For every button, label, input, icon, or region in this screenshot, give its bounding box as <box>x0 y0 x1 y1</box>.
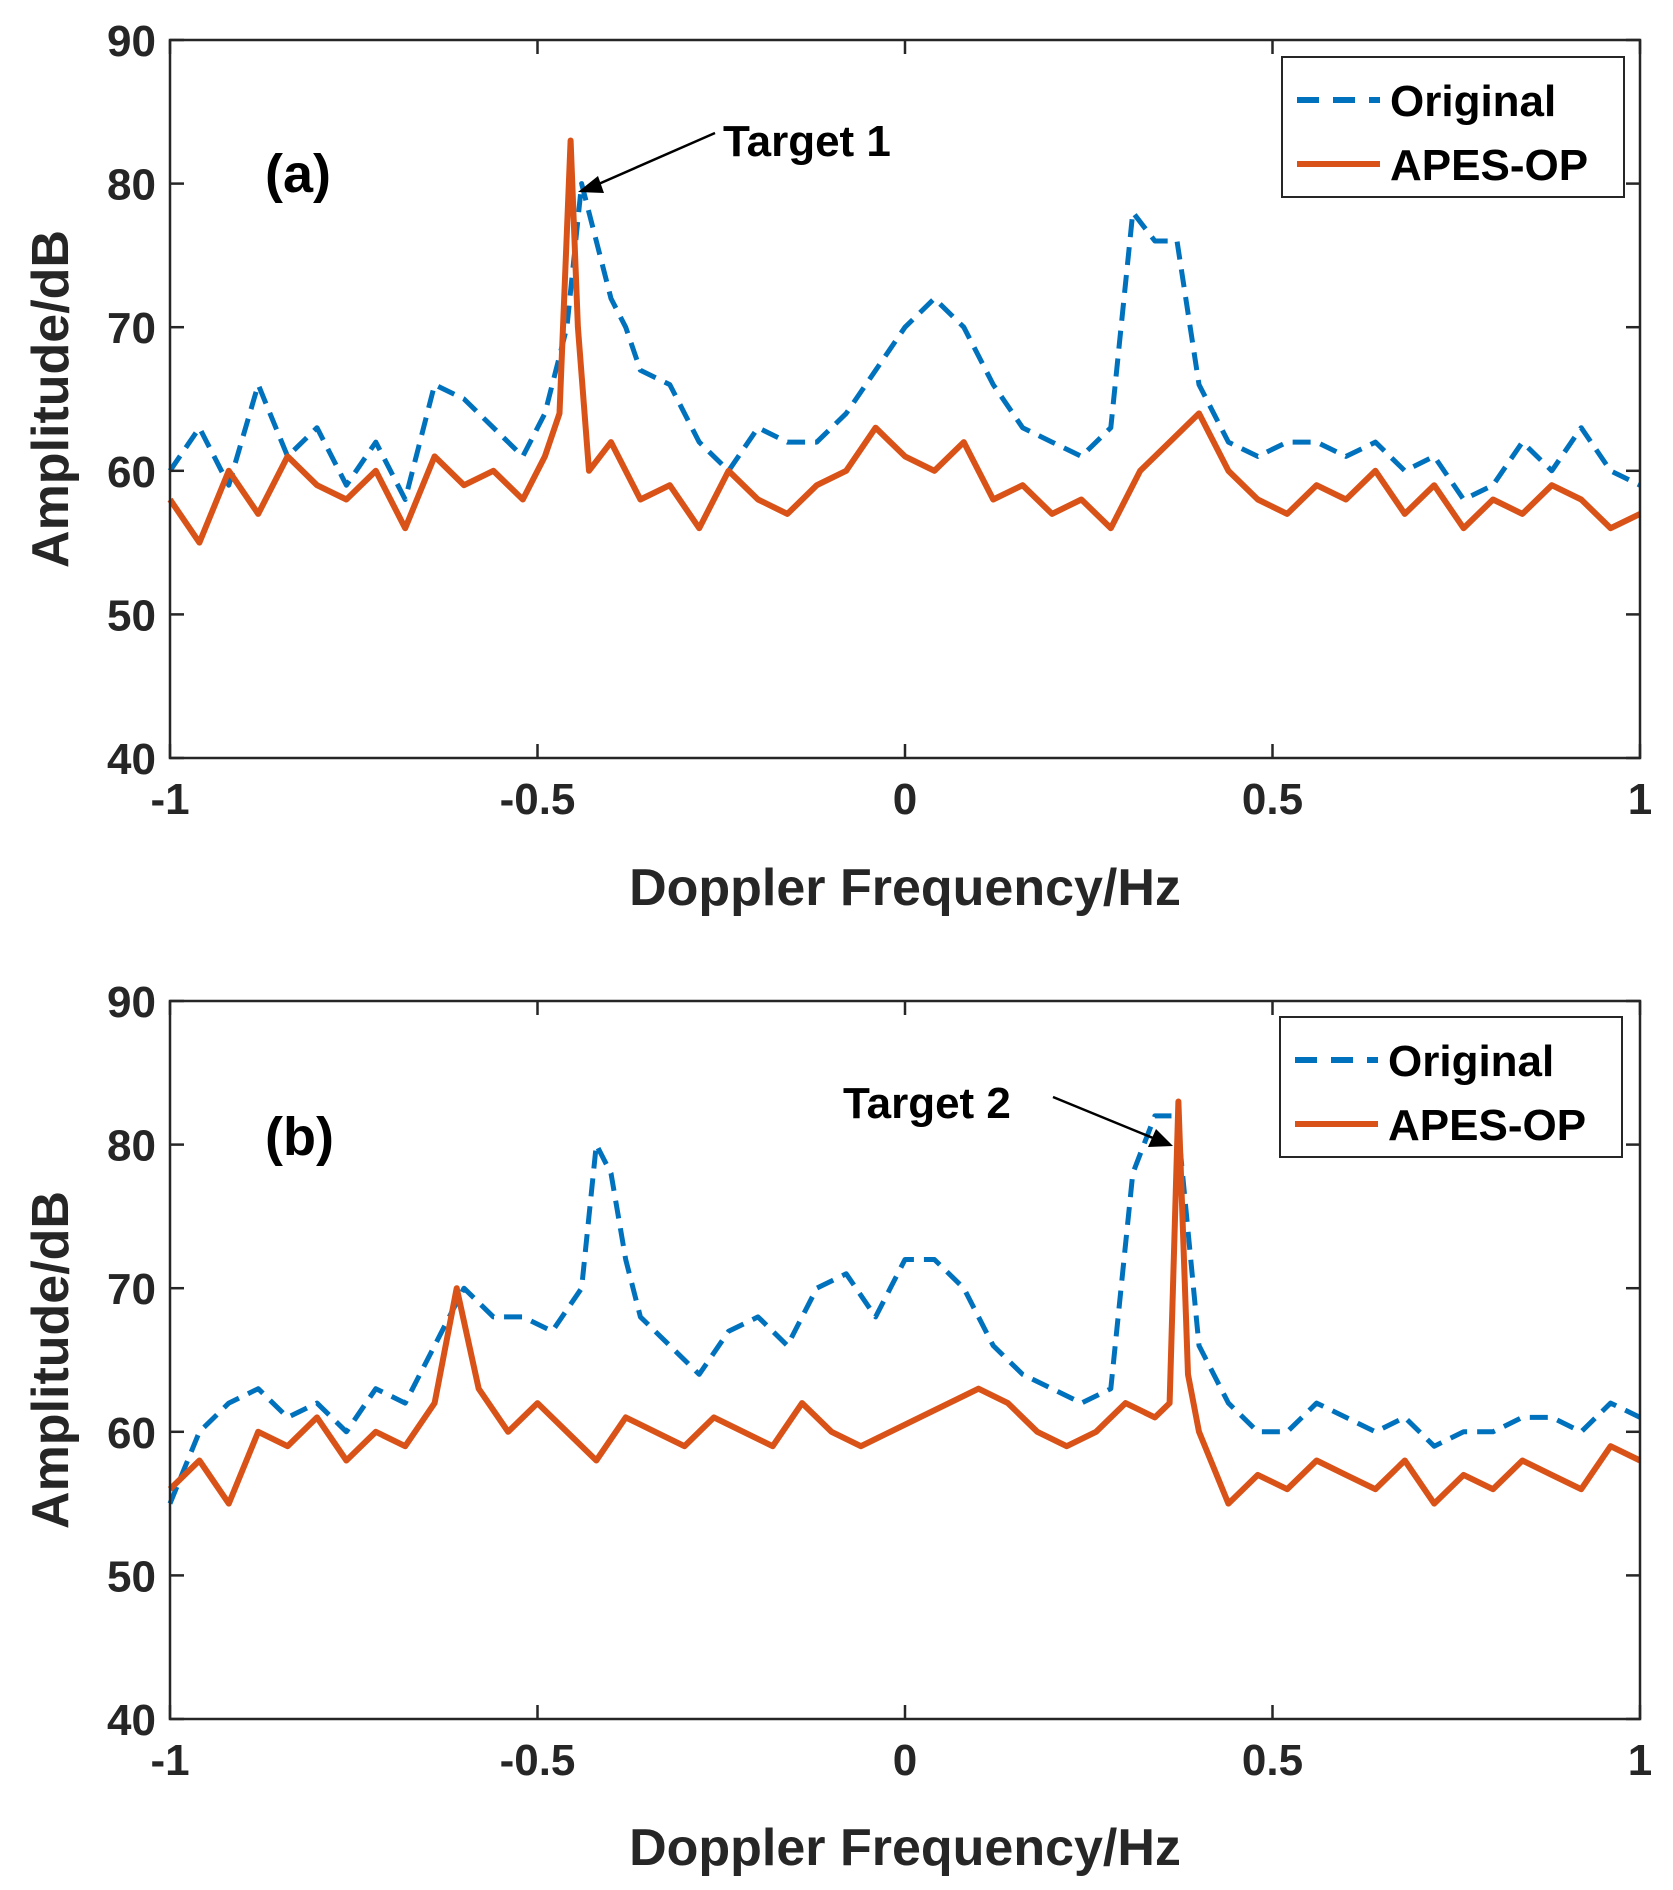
chart-b-series-group <box>167 1098 1642 1507</box>
chart-a-ytick-label-1: 50 <box>107 591 156 640</box>
chart-a-ytick-label-4: 80 <box>107 161 156 210</box>
chart-b-annotation-text: Target 2 <box>843 1079 1011 1128</box>
chart-a-legend-box <box>1281 56 1625 198</box>
chart-b-xtick-label-0: -1 <box>150 1736 189 1785</box>
chart-b-annotation-arrowhead <box>1148 1129 1173 1147</box>
chart-a-ytick-label-3: 70 <box>107 304 156 353</box>
chart-a-y-ticks: 40 50 60 70 80 90 <box>107 17 1640 784</box>
chart-b-ylabel: Amplitude/dB <box>22 1191 80 1529</box>
chart-b-legend: Original APES-OP <box>1279 1016 1623 1158</box>
chart-b-ytick-label-4: 80 <box>107 1122 156 1171</box>
chart-b-ytick-label-3: 70 <box>107 1265 156 1314</box>
chart-b-xtick-label-1: -0.5 <box>500 1736 576 1785</box>
chart-b-plot-area <box>167 999 1642 1721</box>
chart-b-series-apes-op <box>167 1098 1642 1507</box>
chart-a: -1 -0.5 0 0.5 1 40 50 60 70 80 90 Doppler Frequen… <box>22 17 1652 917</box>
chart-a-ytick-label-0: 40 <box>107 735 156 784</box>
chart-a-series-original <box>167 181 1642 502</box>
chart-b-ytick-label-5: 90 <box>107 978 156 1027</box>
chart-b-legend-label-original: Original <box>1388 1037 1554 1086</box>
chart-b-xtick-label-4: 1 <box>1628 1736 1652 1785</box>
chart-a-legend-label-apes: APES-OP <box>1390 141 1588 190</box>
chart-a-series-group <box>167 137 1642 546</box>
chart-b-annotation: Target 2 <box>843 1079 1173 1147</box>
chart-b-panel-label: (b) <box>265 1107 334 1167</box>
chart-a-xtick-label-4: 1 <box>1628 775 1652 824</box>
chart-a-series-apes-op <box>167 137 1642 546</box>
chart-b: -1 -0.5 0 0.5 1 40 50 60 70 80 90 Doppler Frequen… <box>22 978 1652 1877</box>
chart-a-annotation-text: Target 1 <box>723 117 891 166</box>
chart-a-xtick-label-0: -1 <box>150 775 189 824</box>
chart-b-xtick-label-3: 0.5 <box>1242 1736 1303 1785</box>
chart-a-xtick-label-3: 0.5 <box>1242 775 1303 824</box>
chart-a-xlabel: Doppler Frequency/Hz <box>629 859 1181 917</box>
chart-b-ytick-label-1: 50 <box>107 1552 156 1601</box>
chart-b-xlabel: Doppler Frequency/Hz <box>629 1819 1181 1877</box>
chart-a-x-ticks: -1 -0.5 0 0.5 1 <box>150 40 1652 824</box>
chart-a-xtick-label-2: 0 <box>893 775 917 824</box>
chart-a-annotation-arrowhead <box>578 176 604 193</box>
chart-b-y-ticks: 40 50 60 70 80 90 <box>107 978 1640 1745</box>
chart-b-xtick-label-2: 0 <box>893 1736 917 1785</box>
chart-a-annotation-arrow-line <box>593 131 716 188</box>
chart-a-panel-label: (a) <box>265 144 331 204</box>
chart-a-ylabel: Amplitude/dB <box>22 230 80 568</box>
chart-b-ytick-label-0: 40 <box>107 1696 156 1745</box>
chart-a-ytick-label-5: 90 <box>107 17 156 66</box>
chart-a-annotation: Target 1 <box>578 117 891 193</box>
chart-a-ytick-label-2: 60 <box>107 448 156 497</box>
chart-a-legend: Original APES-OP <box>1281 56 1625 198</box>
chart-b-legend-box <box>1279 1016 1623 1158</box>
chart-b-annotation-arrow-line <box>1052 1095 1154 1140</box>
chart-b-ytick-label-2: 60 <box>107 1409 156 1458</box>
chart-a-legend-label-original: Original <box>1390 77 1556 126</box>
chart-b-series-original <box>167 1113 1642 1505</box>
chart-a-xtick-label-1: -0.5 <box>500 775 576 824</box>
chart-b-x-ticks: -1 -0.5 0 0.5 1 <box>150 1001 1652 1785</box>
chart-b-legend-label-apes: APES-OP <box>1388 1101 1586 1150</box>
